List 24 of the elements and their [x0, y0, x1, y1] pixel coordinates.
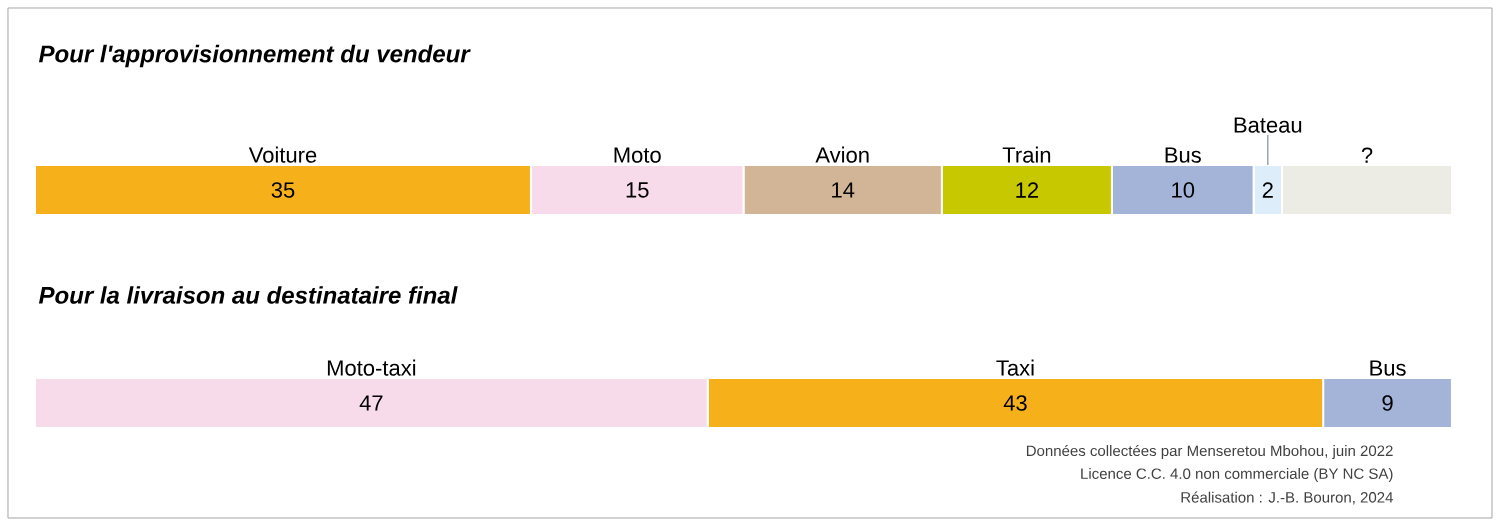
- series-label: Bateau: [1234, 117, 1302, 133]
- data-label: 12: [1016, 182, 1039, 198]
- series-label: Avion: [815, 146, 869, 163]
- data-label: 15: [626, 182, 649, 198]
- series-label: Moto-taxi: [327, 359, 416, 376]
- chart-title: Pour l'approvisionnement du vendeur: [38, 44, 471, 68]
- text: Licence C.C. 4.0 non commerciale (BY NC SA): [1081, 468, 1393, 482]
- series-label: Bus: [1370, 360, 1406, 376]
- data-label: 14: [832, 182, 855, 198]
- data-label: 2: [1262, 182, 1273, 198]
- series-label: Taxi: [996, 359, 1034, 376]
- series-label: Train: [1002, 146, 1051, 163]
- series-label: Moto: [614, 147, 661, 163]
- text: Réalisation : J.-B. Bouron, 2024: [1181, 491, 1393, 505]
- data-label: 9: [1382, 395, 1393, 411]
- data-label: 43: [1003, 395, 1027, 411]
- data-label: 10: [1172, 182, 1195, 198]
- data-label: 35: [271, 182, 295, 198]
- text: Données collectées par Menseretou Mbohou, juin 2022: [1026, 444, 1393, 460]
- data-label: 47: [359, 395, 383, 411]
- chart-title: Pour la livraison au destinataire final: [38, 286, 458, 304]
- series-label: Bus: [1165, 147, 1201, 163]
- series-label: Voiture: [248, 146, 317, 163]
- series-label: ?: [1361, 147, 1373, 163]
